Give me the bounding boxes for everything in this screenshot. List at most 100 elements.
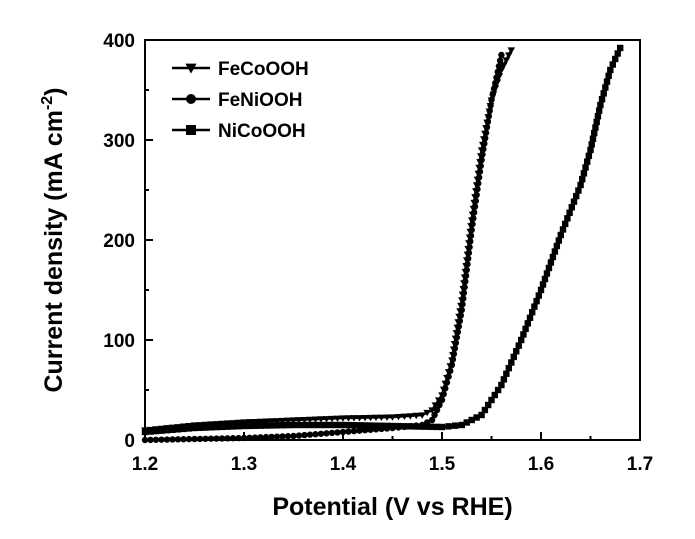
- data-point: [459, 307, 465, 313]
- data-point: [447, 368, 453, 374]
- data-point: [345, 422, 351, 428]
- data-point: [533, 298, 539, 304]
- data-point: [516, 342, 522, 348]
- data-point: [550, 254, 556, 260]
- data-point: [475, 180, 481, 186]
- data-point: [246, 423, 252, 429]
- data-point: [318, 431, 324, 437]
- data-point: [451, 351, 457, 357]
- data-point: [575, 187, 581, 193]
- data-point: [191, 425, 197, 431]
- x-tick-label: 1.2: [132, 454, 158, 475]
- data-point: [469, 227, 475, 233]
- data-point: [395, 423, 401, 429]
- data-point: [445, 373, 451, 379]
- data-point: [285, 433, 291, 439]
- data-point: [417, 423, 423, 429]
- data-point: [301, 432, 307, 438]
- data-point: [602, 84, 608, 90]
- data-point: [487, 108, 493, 114]
- data-point: [579, 176, 585, 182]
- data-point: [612, 56, 618, 62]
- data-point: [362, 422, 368, 428]
- data-point: [180, 426, 186, 432]
- data-point: [175, 426, 181, 432]
- x-tick-label: 1.4: [330, 454, 357, 475]
- data-point: [586, 153, 592, 159]
- data-point: [483, 130, 489, 136]
- data-point: [601, 90, 607, 96]
- data-point: [285, 422, 291, 428]
- data-point: [482, 135, 488, 141]
- data-point: [484, 124, 490, 130]
- y-tick-label: 0: [124, 431, 135, 452]
- data-point: [315, 422, 321, 428]
- legend-item-FeNiOOH: FeNiOOH: [172, 90, 302, 111]
- data-point: [463, 273, 469, 279]
- legend-item-FeCoOOH: FeCoOOH: [172, 59, 309, 80]
- data-point: [604, 78, 610, 84]
- data-point: [589, 141, 595, 147]
- data-point: [467, 238, 473, 244]
- data-point: [490, 91, 496, 97]
- series-FeCoOOH: [141, 47, 515, 433]
- data-point: [556, 237, 562, 243]
- data-point: [478, 157, 484, 163]
- legend-label: FeNiOOH: [218, 90, 302, 111]
- data-point: [497, 57, 503, 63]
- data-point: [536, 292, 542, 298]
- data-point: [470, 215, 476, 221]
- data-point: [433, 424, 439, 430]
- data-point: [584, 158, 590, 164]
- data-point: [617, 45, 623, 51]
- data-point: [508, 359, 514, 365]
- ticks-layer: 1.21.31.41.51.61.70100200300400: [103, 31, 653, 475]
- data-point: [546, 265, 552, 271]
- legend: FeCoOOH FeNiOOH NiCoOOH: [172, 59, 309, 142]
- data-point: [480, 146, 486, 152]
- data-point: [540, 281, 546, 287]
- data-point: [457, 318, 463, 324]
- data-point: [498, 52, 504, 58]
- data-point: [456, 323, 462, 329]
- data-point: [274, 433, 280, 439]
- data-point: [605, 73, 611, 79]
- data-point: [464, 267, 470, 273]
- data-point: [466, 244, 472, 250]
- data-point: [257, 422, 263, 428]
- data-point: [334, 429, 340, 435]
- data-point: [450, 356, 456, 362]
- data-point: [454, 334, 460, 340]
- data-point: [290, 422, 296, 428]
- data-point: [455, 329, 461, 335]
- data-point: [458, 312, 464, 318]
- data-point: [542, 276, 548, 282]
- data-point: [590, 136, 596, 142]
- data-point: [439, 424, 445, 430]
- data-point: [596, 107, 602, 113]
- x-tick-label: 1.3: [231, 454, 257, 475]
- data-point: [321, 422, 327, 428]
- data-point: [564, 215, 570, 221]
- data-point: [439, 397, 445, 403]
- data-point: [459, 301, 465, 307]
- data-point: [548, 259, 554, 265]
- data-point: [525, 320, 531, 326]
- legend-label: NiCoOOH: [218, 121, 306, 142]
- x-axis-title: Potential (V vs RHE): [272, 493, 512, 521]
- data-point: [610, 61, 616, 67]
- data-point: [202, 424, 208, 430]
- data-point: [224, 423, 230, 429]
- data-point: [208, 424, 214, 430]
- data-point: [493, 74, 499, 80]
- data-point: [582, 164, 588, 170]
- data-point: [384, 423, 390, 429]
- data-point: [566, 210, 572, 216]
- data-point: [466, 250, 472, 256]
- data-point: [473, 198, 479, 204]
- data-point: [461, 290, 467, 296]
- data-point: [544, 270, 550, 276]
- data-point: [197, 425, 203, 431]
- data-point: [367, 422, 373, 428]
